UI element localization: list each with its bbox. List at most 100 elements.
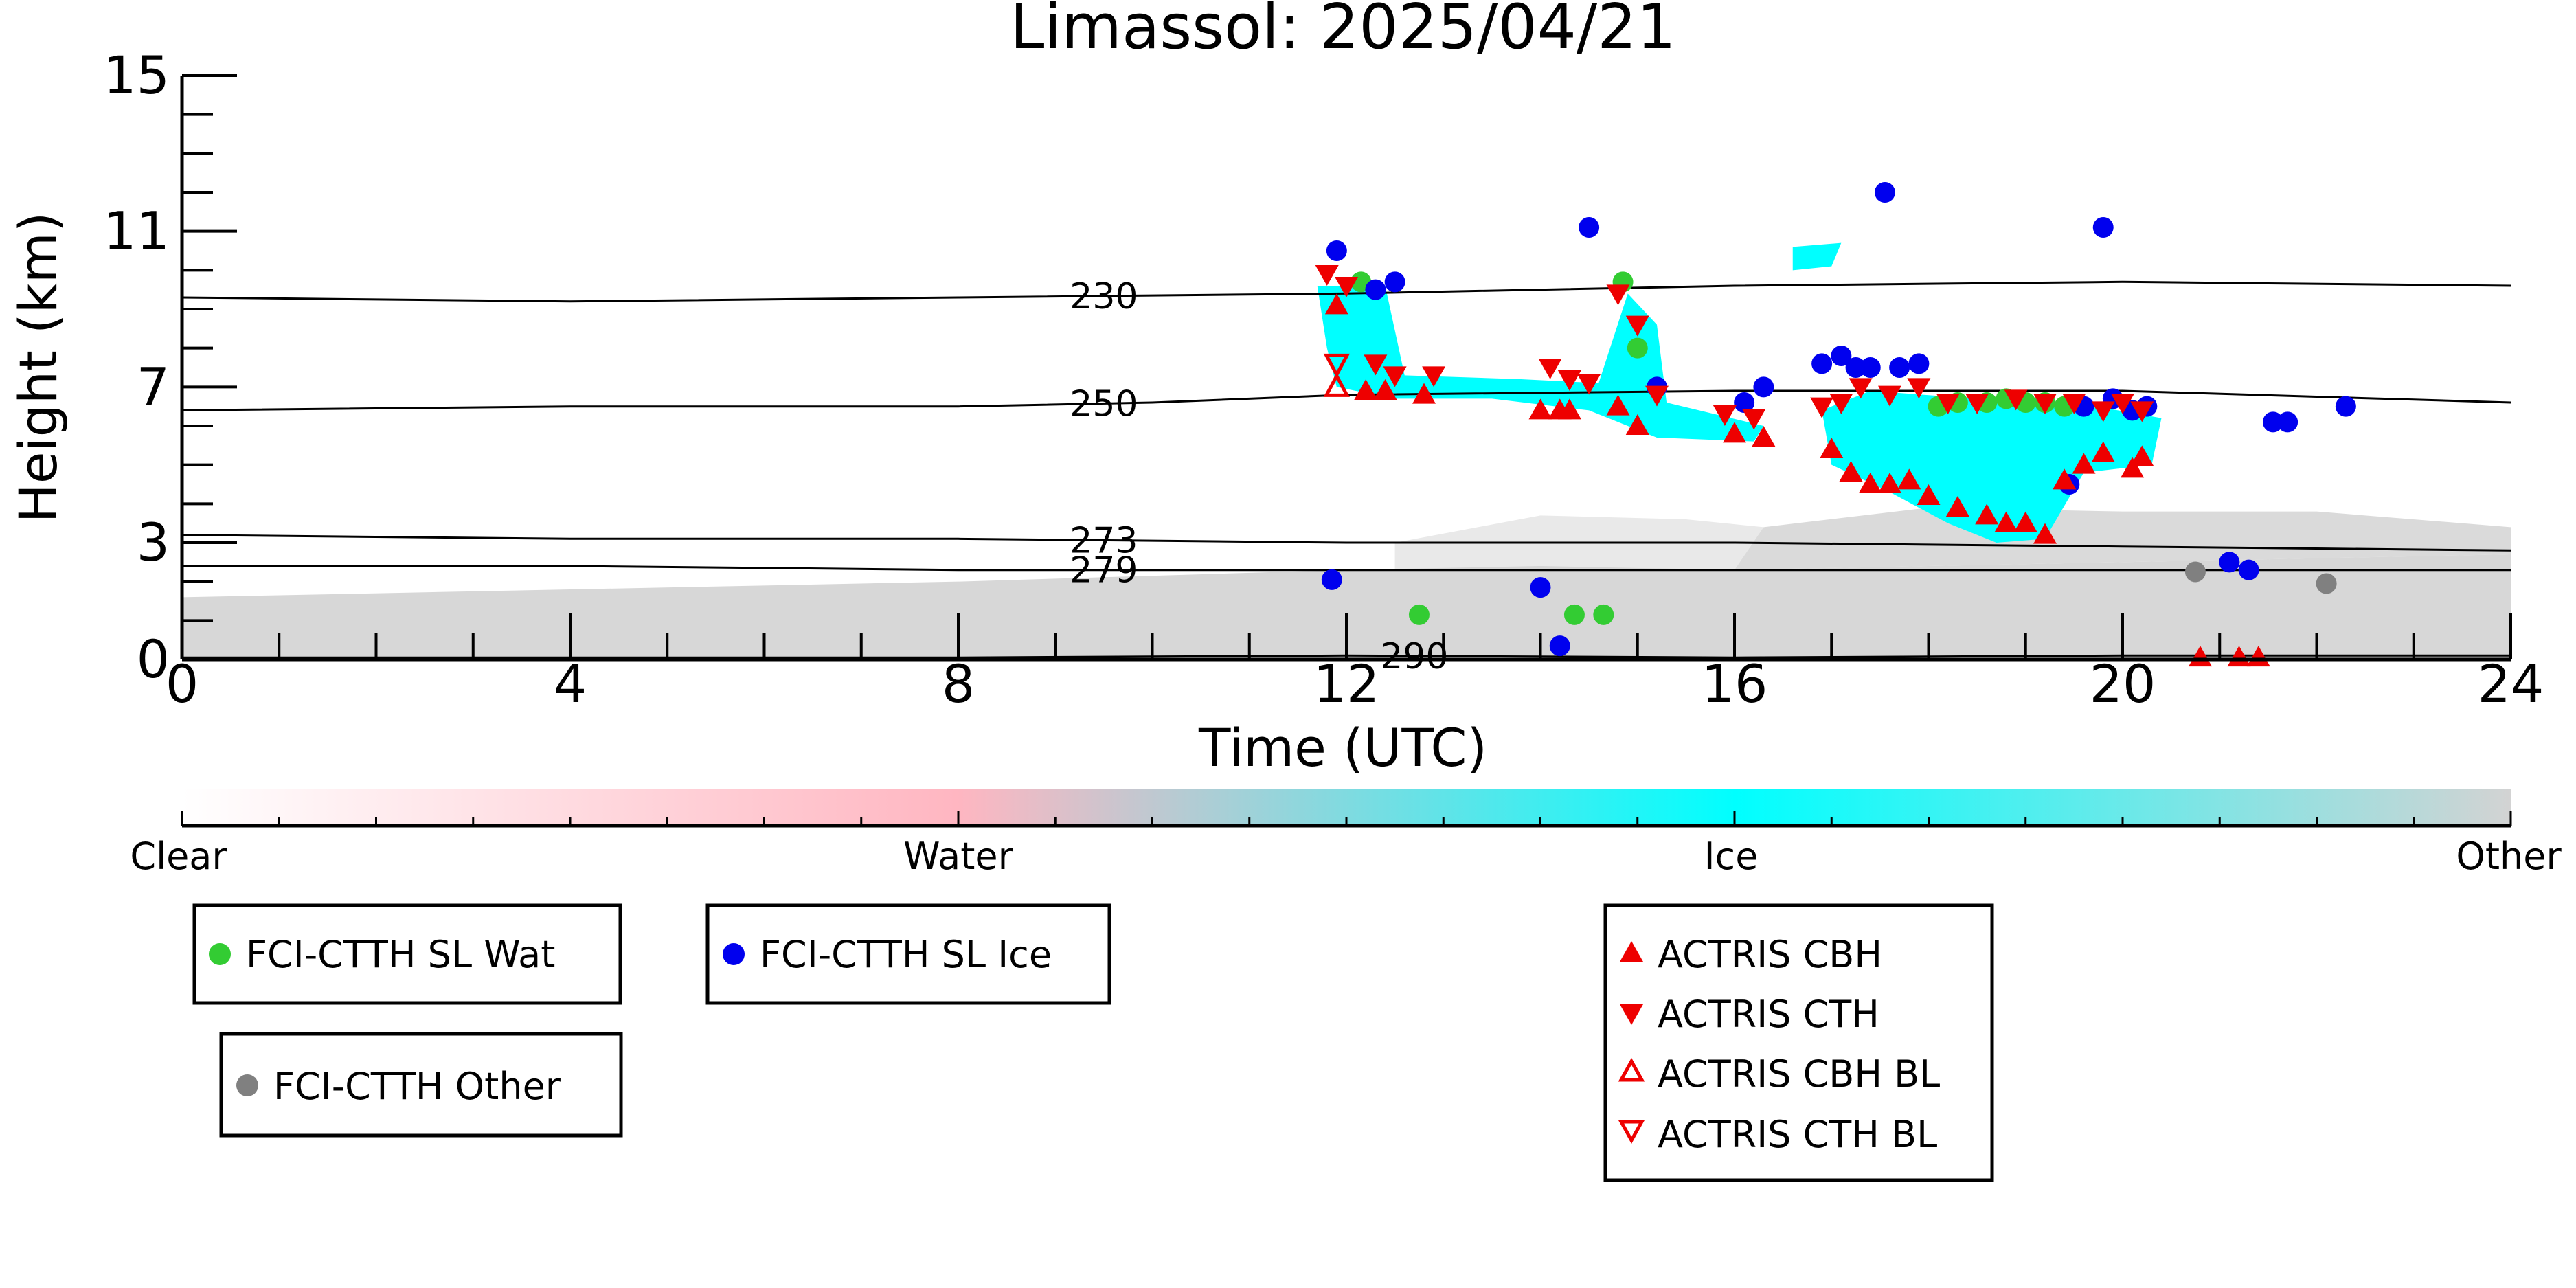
point-actris-cth xyxy=(1538,359,1562,379)
point-fci-ctth-sl-ice xyxy=(2219,552,2240,573)
y-tick-label: 11 xyxy=(103,201,170,262)
colorbar: Clear Water Ice Other xyxy=(130,789,2562,878)
point-actris-cbh xyxy=(1994,511,2018,532)
point-actris-cth xyxy=(1606,284,1630,306)
legend-other: FCI-CTTH Other xyxy=(219,1032,623,1138)
contour-label-250: 250 xyxy=(1070,383,1138,425)
point-actris-cbh xyxy=(2121,457,2145,478)
colorbar-label-ice: Ice xyxy=(1704,835,1759,878)
point-actris-cbh xyxy=(1606,394,1630,416)
point-actris-cth xyxy=(1742,409,1766,430)
data-points xyxy=(1315,182,2356,667)
point-actris-cth xyxy=(1557,370,1581,391)
y-tick-label: 15 xyxy=(103,45,170,106)
contour-label-290: 290 xyxy=(1380,636,1448,677)
y-tick-label: 3 xyxy=(137,512,170,573)
point-actris-cbh xyxy=(1897,468,1921,490)
point-actris-cth xyxy=(1315,265,1339,286)
point-fci-ctth-sl-ice xyxy=(1321,569,1342,590)
other-field-mid xyxy=(1735,508,2511,570)
point-actris-cbh xyxy=(1324,293,1348,315)
point-fci-ctth-other xyxy=(2316,573,2337,594)
point-fci-ctth-sl-ice xyxy=(2238,559,2259,580)
point-actris-cth xyxy=(2130,401,2154,422)
point-actris-cth xyxy=(2091,401,2115,422)
point-fci-ctth-sl-ice xyxy=(1845,357,1866,378)
point-fci-ctth-sl-wat xyxy=(1627,337,1648,359)
ice-streak xyxy=(1792,242,1842,271)
legend-marker-cbh xyxy=(1620,941,1643,962)
x-tick-label: 12 xyxy=(1313,653,1380,714)
point-fci-ctth-sl-ice xyxy=(1530,577,1551,598)
point-fci-ctth-sl-ice xyxy=(2335,396,2356,417)
point-actris-cbh xyxy=(1412,383,1436,404)
point-fci-ctth-sl-ice xyxy=(1384,271,1405,293)
contour-line-273 xyxy=(181,534,2511,552)
colorbar-label-clear: Clear xyxy=(130,835,227,878)
cloud-classification-field xyxy=(182,242,2511,659)
axes: 0 3 7 11 15 0 4 8 12 16 20 24 xyxy=(103,45,2544,714)
legend-label-cbh: ACTRIS CBH xyxy=(1658,933,1882,976)
point-fci-ctth-sl-ice xyxy=(1326,240,1347,261)
point-actris-cth xyxy=(1713,405,1737,426)
point-fci-ctth-sl-ice xyxy=(2092,217,2114,238)
point-actris-cth xyxy=(1422,366,1446,387)
point-actris-cbh xyxy=(2246,646,2270,667)
point-fci-ctth-sl-ice xyxy=(1579,217,1600,238)
y-tick-label: 0 xyxy=(137,629,170,690)
point-actris-cth xyxy=(1878,385,1901,407)
point-actris-cbh xyxy=(1354,379,1378,400)
point-actris-cbh xyxy=(1752,426,1776,447)
x-tick-label: 16 xyxy=(1702,653,1768,714)
point-actris-cbh xyxy=(2189,646,2212,667)
point-actris-cth xyxy=(1907,378,1931,399)
colorbar-label-other: Other xyxy=(2456,835,2562,878)
point-fci-ctth-sl-wat xyxy=(1408,604,1430,625)
contour-line-279 xyxy=(182,565,2511,572)
legend-label-cth: ACTRIS CTH xyxy=(1658,993,1879,1036)
point-fci-ctth-sl-ice xyxy=(1908,353,1930,374)
point-actris-cth xyxy=(2111,394,2134,414)
point-actris-cth xyxy=(1364,354,1388,376)
legend-marker-cth xyxy=(1620,1004,1643,1025)
point-fci-ctth-sl-ice xyxy=(1811,353,1833,374)
point-fci-ctth-sl-ice xyxy=(1889,357,1910,378)
x-tick-label: 20 xyxy=(2090,653,2156,714)
point-actris-cbh xyxy=(2091,441,2115,462)
contour-label-279: 279 xyxy=(1070,550,1138,591)
point-actris-cth xyxy=(1849,378,1873,399)
point-actris-cbh xyxy=(1528,398,1552,420)
point-actris-cth xyxy=(1829,394,1853,414)
point-fci-ctth-sl-ice xyxy=(2277,411,2298,433)
point-actris-cbh xyxy=(2053,468,2077,490)
legend-label-ice: FCI-CTTH SL Ice xyxy=(760,933,1052,976)
legend-marker-wat xyxy=(209,943,231,965)
legend-marker-cth-bl xyxy=(1618,1120,1645,1144)
point-fci-ctth-sl-wat xyxy=(1593,604,1614,625)
point-actris-cbh xyxy=(1373,379,1397,400)
point-fci-ctth-sl-ice xyxy=(1753,376,1774,398)
point-actris-cth xyxy=(1625,315,1649,337)
point-fci-ctth-sl-wat xyxy=(1563,604,1585,625)
point-actris-cbh xyxy=(1878,473,1901,493)
point-actris-cth-bl xyxy=(1323,353,1351,379)
point-actris-cbh xyxy=(2227,646,2251,667)
x-tick-label: 0 xyxy=(166,653,199,714)
contour-label-273: 273 xyxy=(1070,520,1138,561)
point-actris-cth xyxy=(1936,394,1960,414)
legend-marker-other xyxy=(236,1074,258,1096)
point-actris-cbh xyxy=(2130,445,2154,466)
point-actris-cbh xyxy=(1820,438,1844,458)
colorbar-label-water: Water xyxy=(903,835,1013,878)
point-actris-cth xyxy=(1965,394,1989,414)
legend-label-cth-bl: ACTRIS CTH BL xyxy=(1658,1113,1937,1156)
point-actris-cbh-bl xyxy=(1323,372,1351,397)
point-actris-cth xyxy=(1810,397,1834,418)
legend-marker-cbh-bl xyxy=(1618,1057,1645,1082)
y-axis-label: Height (km) xyxy=(8,212,69,523)
x-tick-label: 24 xyxy=(2478,653,2544,714)
point-actris-cth xyxy=(1335,277,1358,297)
point-actris-cbh xyxy=(1858,473,1882,493)
y-tick-label: 7 xyxy=(137,356,170,417)
